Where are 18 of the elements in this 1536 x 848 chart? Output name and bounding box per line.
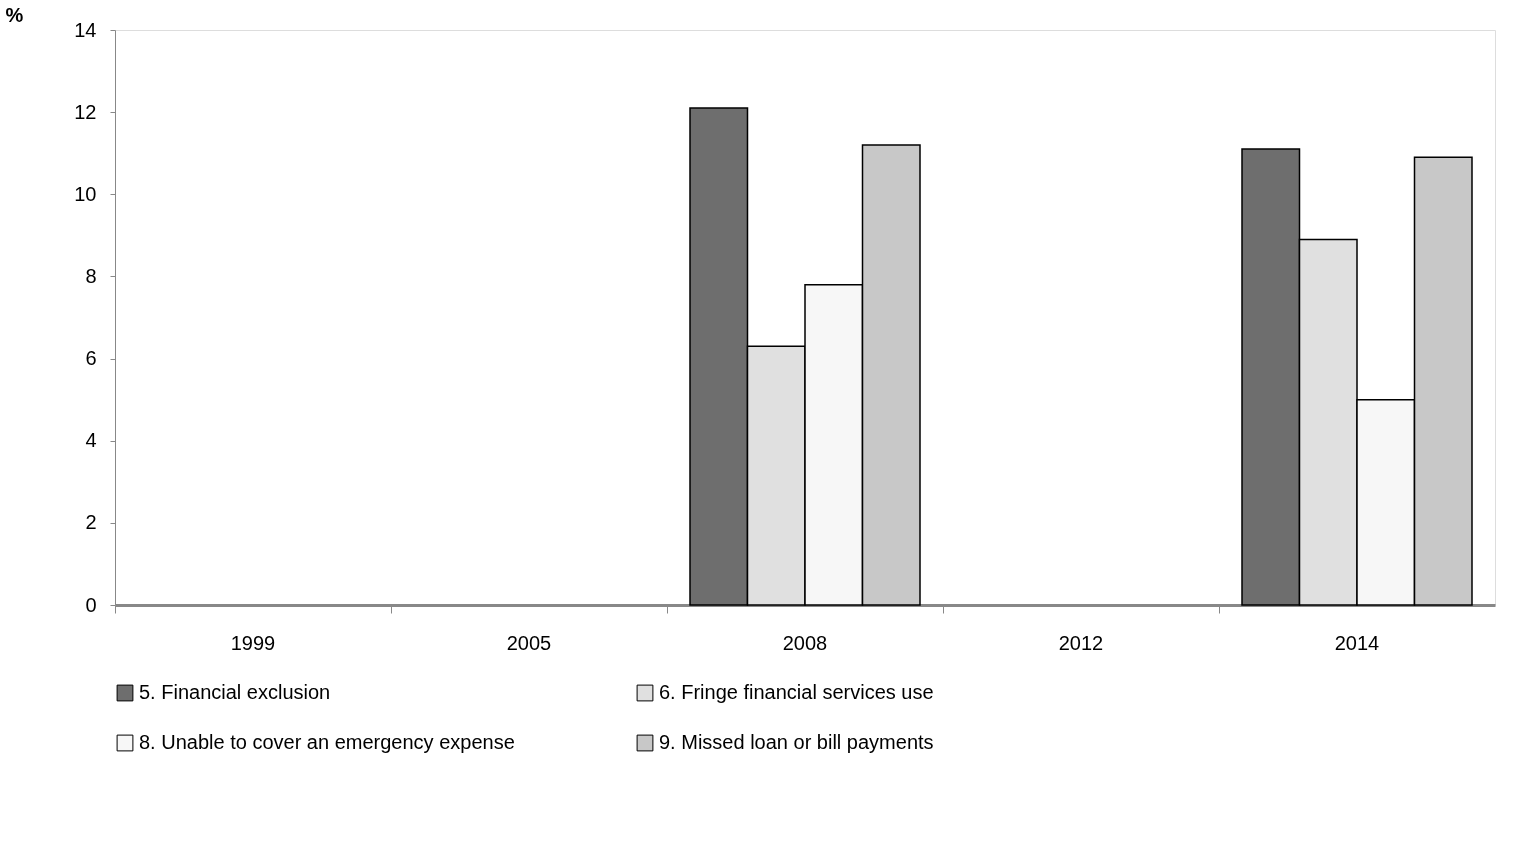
- x-tick-label: 1999: [230, 631, 276, 654]
- x-tick-label: 2014: [1334, 631, 1380, 654]
- y-tick-label: 14: [74, 18, 97, 41]
- x-tick-label: 2005: [506, 631, 552, 654]
- legend-label: 6. Fringe financial services use: [659, 681, 934, 703]
- y-tick-label: 12: [74, 100, 97, 123]
- y-tick-label: 2: [85, 511, 97, 534]
- y-tick-label: 0: [85, 593, 97, 616]
- x-tick-label: 2012: [1058, 631, 1104, 654]
- legend-label: 9. Missed loan or bill payments: [659, 731, 934, 753]
- y-tick-label: 8: [85, 264, 97, 287]
- legend-label: 5. Financial exclusion: [139, 681, 331, 703]
- legend-label: 8. Unable to cover an emergency expense: [139, 731, 515, 753]
- y-axis-title: %: [5, 3, 24, 26]
- y-tick-label: 4: [85, 429, 97, 452]
- y-tick-label: 6: [85, 347, 97, 370]
- y-tick-label: 10: [74, 182, 97, 205]
- x-tick-label: 2008: [782, 631, 828, 654]
